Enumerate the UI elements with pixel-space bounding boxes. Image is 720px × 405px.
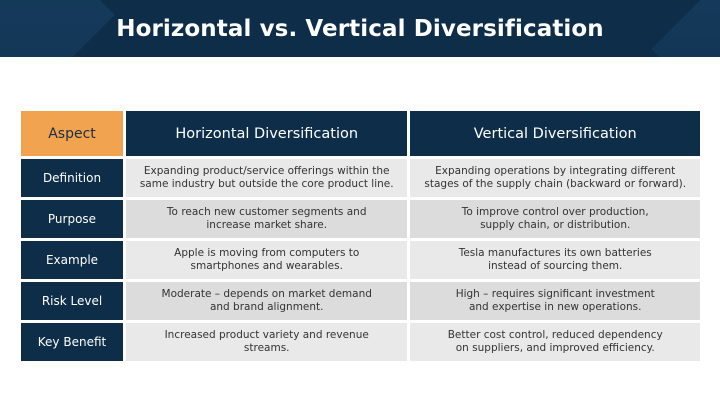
cell-horizontal: Moderate – depends on market demand and … — [126, 282, 408, 320]
row-label-definition: Definition — [21, 159, 123, 197]
cell-vertical: Tesla manufactures its own batteries ins… — [410, 241, 700, 279]
cell-text: Moderate – depends on market demand and … — [161, 288, 372, 313]
table-row: Risk Level Moderate – depends on market … — [21, 282, 700, 320]
cell-text: To reach new customer segments and incre… — [166, 206, 367, 231]
table-row: Purpose To reach new customer segments a… — [21, 200, 700, 238]
cell-text: Tesla manufactures its own batteries ins… — [458, 247, 652, 272]
table-row: Key Benefit Increased product variety an… — [21, 323, 700, 361]
cell-horizontal: Apple is moving from computers to smartp… — [126, 241, 408, 279]
cell-text: Better cost control, reduced dependency … — [447, 329, 663, 354]
header-vertical: Vertical Diversification — [410, 111, 700, 156]
cell-text: Expanding operations by integrating diff… — [424, 165, 687, 190]
cell-text: To improve control over production, supp… — [461, 206, 649, 231]
table-header-row: Aspect Horizontal Diversification Vertic… — [21, 111, 700, 156]
cell-vertical: To improve control over production, supp… — [410, 200, 700, 238]
row-label-example: Example — [21, 241, 123, 279]
table-row: Example Apple is moving from computers t… — [21, 241, 700, 279]
comparison-table: Aspect Horizontal Diversification Vertic… — [18, 108, 703, 364]
slide-header: Horizontal vs. Vertical Diversification — [0, 0, 720, 57]
cell-horizontal: Increased product variety and revenue st… — [126, 323, 408, 361]
cell-horizontal: Expanding product/service offerings with… — [126, 159, 408, 197]
cell-text: Increased product variety and revenue st… — [164, 329, 369, 354]
cell-text: Expanding product/service offerings with… — [139, 165, 394, 190]
header-horizontal: Horizontal Diversification — [126, 111, 408, 156]
slide-title: Horizontal vs. Vertical Diversification — [116, 15, 604, 42]
row-label-risk-level: Risk Level — [21, 282, 123, 320]
cell-text: Apple is moving from computers to smartp… — [174, 247, 360, 272]
cell-vertical: Better cost control, reduced dependency … — [410, 323, 700, 361]
row-label-key-benefit: Key Benefit — [21, 323, 123, 361]
cell-vertical: Expanding operations by integrating diff… — [410, 159, 700, 197]
header-aspect: Aspect — [21, 111, 123, 156]
cell-vertical: High – requires significant investment a… — [410, 282, 700, 320]
cell-horizontal: To reach new customer segments and incre… — [126, 200, 408, 238]
table-row: Definition Expanding product/service off… — [21, 159, 700, 197]
cell-text: High – requires significant investment a… — [455, 288, 655, 313]
row-label-purpose: Purpose — [21, 200, 123, 238]
